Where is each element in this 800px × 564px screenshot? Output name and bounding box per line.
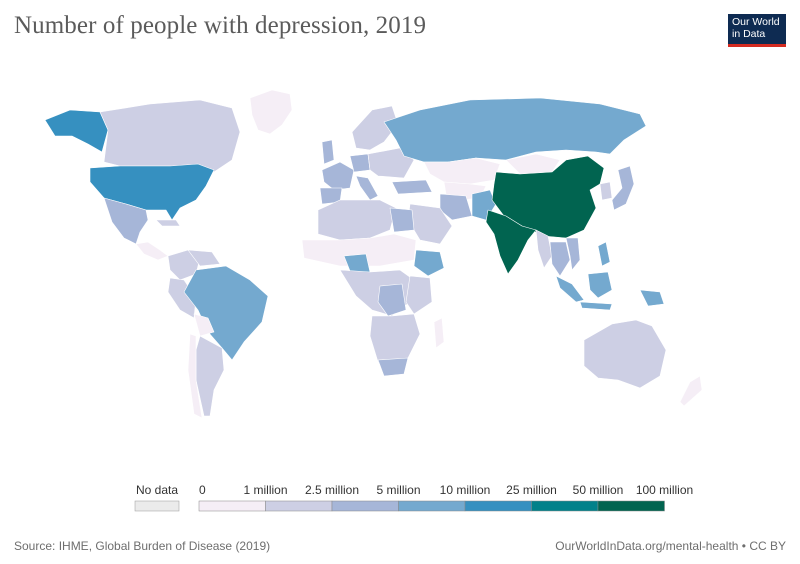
- legend-tick-label-5: 25 million: [506, 483, 557, 497]
- region-south-africa[interactable]: [377, 357, 409, 377]
- region-vietnam[interactable]: [565, 237, 581, 271]
- region-argentina[interactable]: [195, 335, 225, 417]
- region-turkey[interactable]: [391, 179, 433, 195]
- legend-swatch-6: [597, 500, 665, 512]
- region-ethiopia[interactable]: [413, 249, 445, 277]
- legend-tick-label-3: 5 million: [376, 483, 420, 497]
- legend-swatch-0: [198, 500, 266, 512]
- region-myanmar[interactable]: [535, 229, 553, 269]
- logo-line-1: Our World: [732, 16, 780, 28]
- legend-tick-label-1: 1 million: [243, 483, 287, 497]
- chart-title: Number of people with depression, 2019: [14, 12, 427, 39]
- region-drc[interactable]: [377, 283, 407, 317]
- region-bolivia[interactable]: [193, 313, 215, 337]
- legend-swatch-5: [531, 500, 599, 512]
- legend-no-data-swatch: [134, 500, 180, 512]
- legend-tick-label-6: 50 million: [573, 483, 624, 497]
- region-papua[interactable]: [639, 289, 665, 307]
- map-legend: No data 0 1 million 2.5 million 5 million 10 …: [134, 483, 693, 512]
- region-central-america[interactable]: [135, 241, 169, 261]
- region-canada[interactable]: [99, 99, 241, 173]
- region-italy[interactable]: [355, 175, 379, 201]
- region-mongolia[interactable]: [505, 153, 561, 175]
- region-indonesia-java[interactable]: [579, 301, 613, 311]
- region-uk[interactable]: [321, 139, 335, 165]
- region-china[interactable]: [491, 155, 605, 239]
- attribution-link[interactable]: OurWorldInData.org/mental-health • CC BY: [555, 539, 786, 553]
- legend-swatch-4: [464, 500, 532, 512]
- region-cuba[interactable]: [155, 219, 181, 227]
- owid-logo[interactable]: Our World in Data: [728, 14, 786, 47]
- legend-tick-label-2: 2.5 million: [305, 483, 359, 497]
- region-india[interactable]: [485, 209, 537, 275]
- region-egypt[interactable]: [389, 207, 415, 233]
- legend-tick-label-0: 0: [199, 483, 206, 497]
- region-france[interactable]: [321, 161, 355, 191]
- region-east-africa[interactable]: [405, 275, 433, 315]
- region-kazakhstan[interactable]: [423, 157, 501, 185]
- region-korea[interactable]: [599, 181, 613, 201]
- region-indonesia-sumatra[interactable]: [555, 275, 585, 303]
- legend-swatch-3: [398, 500, 466, 512]
- region-japan[interactable]: [611, 165, 635, 211]
- legend-no-data-label: No data: [136, 483, 178, 497]
- region-greenland[interactable]: [249, 89, 293, 135]
- legend-swatch-1: [265, 500, 333, 512]
- region-philippines[interactable]: [597, 241, 611, 267]
- world-map: [44, 89, 703, 419]
- region-madagascar[interactable]: [433, 317, 445, 349]
- legend-tick-label-7: 100 million: [636, 483, 693, 497]
- region-chile[interactable]: [187, 333, 203, 419]
- region-north-africa[interactable]: [317, 199, 397, 241]
- region-venezuela[interactable]: [187, 249, 221, 267]
- region-brazil[interactable]: [183, 265, 269, 361]
- region-russia[interactable]: [383, 97, 647, 163]
- region-alaska[interactable]: [44, 109, 109, 153]
- region-new-zealand[interactable]: [679, 375, 703, 407]
- region-thailand[interactable]: [549, 241, 571, 277]
- region-australia[interactable]: [583, 319, 667, 389]
- region-iran[interactable]: [439, 193, 473, 221]
- legend-tick-label-4: 10 million: [440, 483, 491, 497]
- legend-swatch-2: [331, 500, 399, 512]
- region-mexico[interactable]: [103, 197, 149, 245]
- logo-line-2: in Data: [732, 27, 766, 40]
- region-indonesia-borneo[interactable]: [587, 271, 613, 299]
- source-note[interactable]: Source: IHME, Global Burden of Disease (…: [14, 539, 271, 553]
- region-sahel[interactable]: [301, 233, 417, 267]
